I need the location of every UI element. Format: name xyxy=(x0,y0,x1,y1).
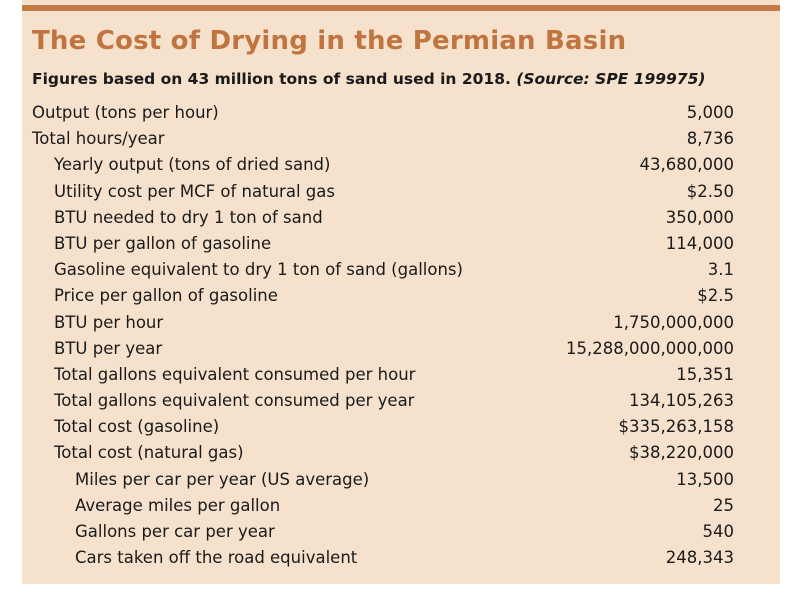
row-value: 3.1 xyxy=(707,260,734,280)
table-row: Utility cost per MCF of natural gas $2.50 xyxy=(22,179,780,205)
row-label: Gallons per car per year xyxy=(75,522,275,541)
table-row: Gasoline equivalent to dry 1 ton of sand… xyxy=(22,257,780,283)
subtitle-source: (Source: SPE 199975) xyxy=(516,70,706,88)
table-row: Total cost (gasoline) $335,263,158 xyxy=(22,414,780,440)
row-label: Gasoline equivalent to dry 1 ton of sand… xyxy=(54,260,463,280)
row-value: 5,000 xyxy=(686,103,734,122)
row-label: Total gallons equivalent consumed per ye… xyxy=(54,391,415,411)
cost-table-card: The Cost of Drying in the Permian Basin … xyxy=(22,0,780,584)
row-value: $335,263,158 xyxy=(618,417,734,437)
row-value: 248,343 xyxy=(665,548,734,568)
row-value: 114,000 xyxy=(665,233,734,253)
row-label: Average miles per gallon xyxy=(75,495,281,515)
table-row: BTU per gallon of gasoline 114,000 xyxy=(22,231,780,257)
row-label: Total gallons equivalent consumed per ho… xyxy=(54,364,416,384)
row-label: Yearly output (tons of dried sand) xyxy=(54,155,331,175)
row-value: $38,220,000 xyxy=(629,443,734,463)
table-row: BTU per year 15,288,000,000,000 xyxy=(22,336,780,362)
row-value: 8,736 xyxy=(686,129,734,149)
row-label: BTU per hour xyxy=(54,312,164,332)
row-label: Miles per car per year (US average) xyxy=(75,469,370,489)
table-row: Total gallons equivalent consumed per ye… xyxy=(22,388,780,414)
subtitle-text: Figures based on 43 million tons of sand… xyxy=(32,70,511,88)
table-row: Average miles per gallon 25 xyxy=(22,493,780,519)
row-label: Total cost (natural gas) xyxy=(54,443,244,463)
page-title: The Cost of Drying in the Permian Basin xyxy=(32,26,627,56)
table-row: Gallons per car per year 540 xyxy=(22,519,780,545)
top-accent-rule xyxy=(22,5,780,11)
table-row: Total cost (natural gas) $38,220,000 xyxy=(22,440,780,466)
row-value: 350,000 xyxy=(665,207,734,227)
row-value: 134,105,263 xyxy=(629,391,734,411)
row-value: $2.5 xyxy=(697,286,734,306)
table-row: Price per gallon of gasoline $2.5 xyxy=(22,283,780,309)
row-label: Total cost (gasoline) xyxy=(54,417,220,437)
row-value: 540 xyxy=(702,522,735,541)
table-row: BTU needed to dry 1 ton of sand 350,000 xyxy=(22,205,780,231)
row-label: Utility cost per MCF of natural gas xyxy=(54,181,335,201)
table-row: Yearly output (tons of dried sand) 43,680… xyxy=(22,152,780,178)
row-label: Cars taken off the road equivalent xyxy=(75,548,358,568)
row-label: BTU per gallon of gasoline xyxy=(54,233,272,253)
row-label: BTU per year xyxy=(54,338,163,358)
row-value: 43,680,000 xyxy=(639,155,734,175)
table-row: BTU per hour 1,750,000,000 xyxy=(22,310,780,336)
row-value: $2.50 xyxy=(686,181,734,201)
row-value: 25 xyxy=(713,495,734,515)
cost-table: Output (tons per hour) 5,000 Total hours/… xyxy=(22,100,780,571)
row-value: 15,288,000,000,000 xyxy=(566,338,734,358)
table-row: Total gallons equivalent consumed per ho… xyxy=(22,362,780,388)
row-value: 13,500 xyxy=(676,469,734,489)
row-label: Price per gallon of gasoline xyxy=(54,286,278,306)
table-row: Cars taken off the road equivalent 248,34… xyxy=(22,545,780,571)
row-value: 15,351 xyxy=(676,364,734,384)
row-label: BTU needed to dry 1 ton of sand xyxy=(54,207,323,227)
table-row: Total hours/year 8,736 xyxy=(22,126,780,152)
row-label: Total hours/year xyxy=(32,129,165,149)
table-row: Miles per car per year (US average) 13,50… xyxy=(22,467,780,493)
table-row: Output (tons per hour) 5,000 xyxy=(22,100,780,126)
table-subtitle: Figures based on 43 million tons of sand… xyxy=(32,70,705,88)
row-label: Output (tons per hour) xyxy=(32,103,219,122)
row-value: 1,750,000,000 xyxy=(613,312,734,332)
